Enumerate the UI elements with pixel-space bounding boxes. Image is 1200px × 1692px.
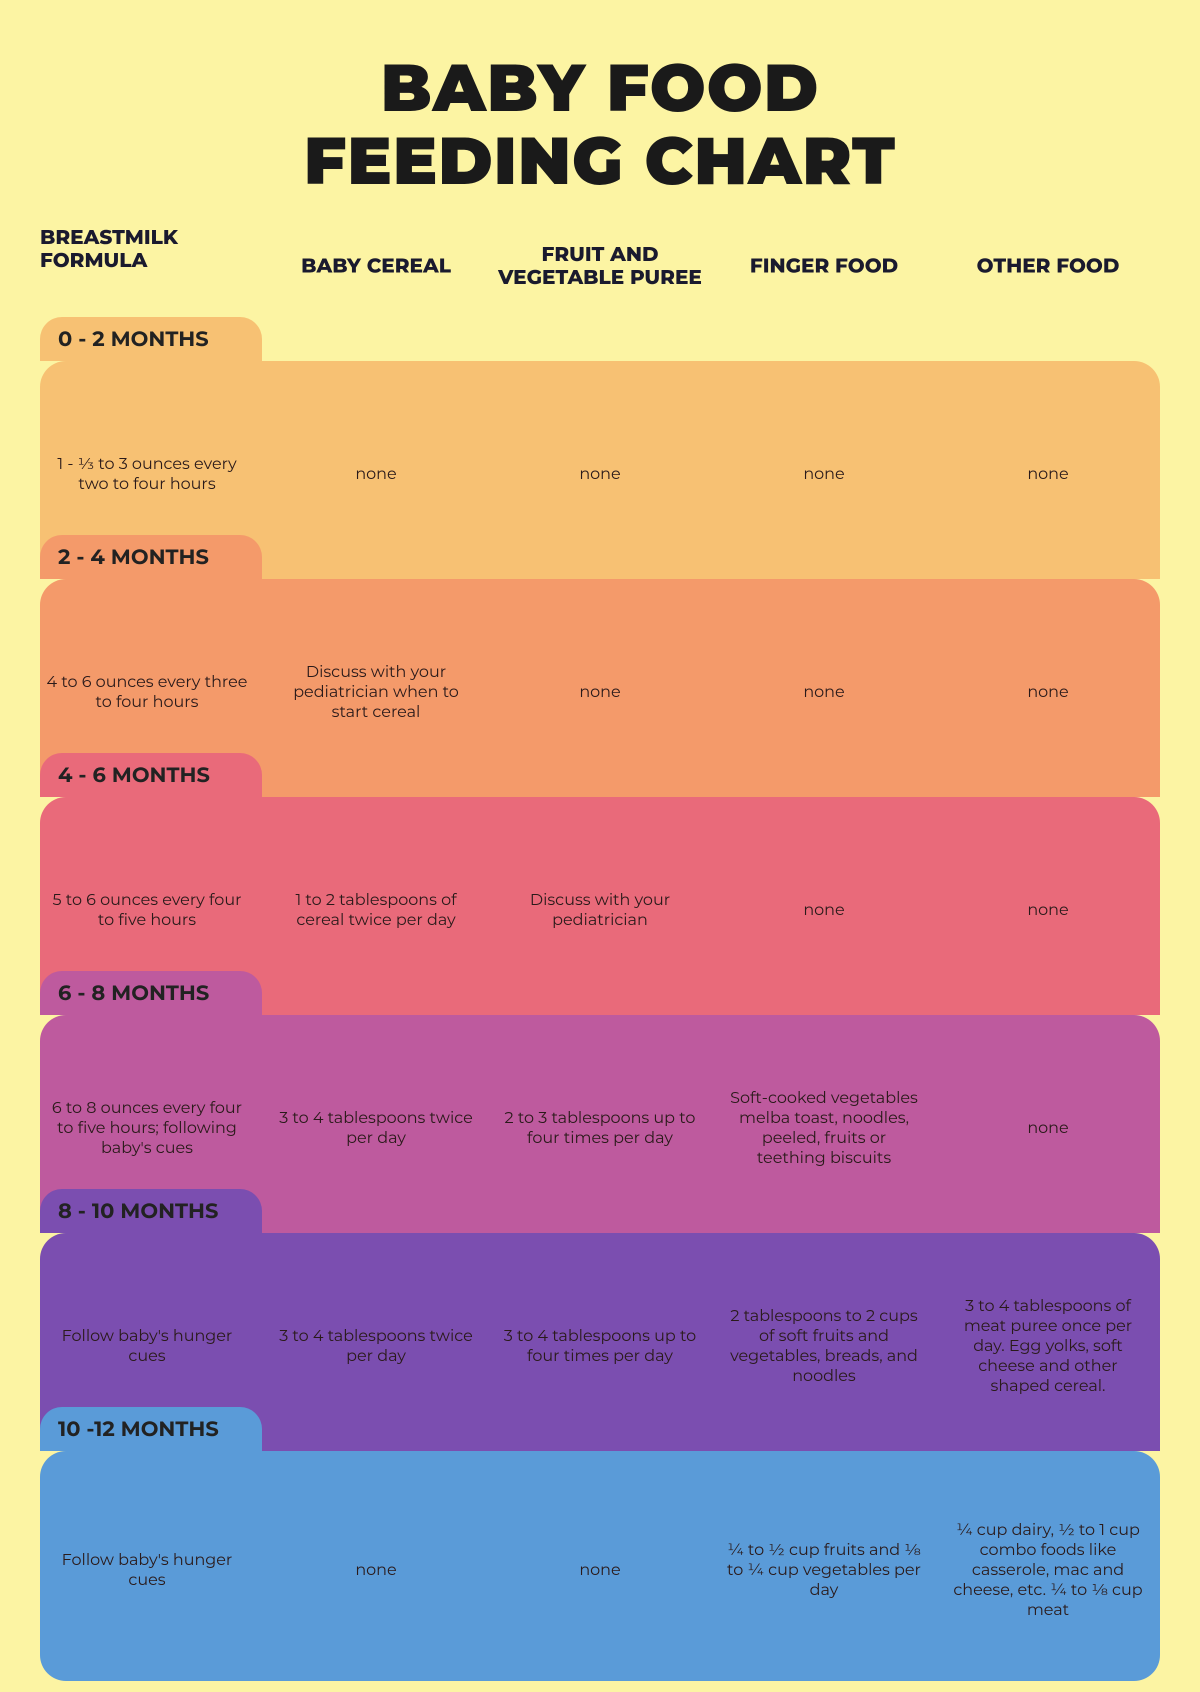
- cell: Follow baby's hunger cues: [40, 1551, 264, 1591]
- section-body: 10 -12 MONTHSFollow baby's hunger cuesno…: [40, 1451, 1160, 1681]
- title-line-2: FEEDING CHART: [304, 120, 896, 201]
- cell: none: [264, 1561, 488, 1581]
- cell: 2 tablespoons to 2 cups of soft fruits a…: [712, 1307, 936, 1387]
- cell: none: [936, 901, 1160, 921]
- age-tab: 0 - 2 MONTHS: [40, 317, 262, 361]
- cell: ¼ cup dairy, ½ to 1 cup combo foods like…: [936, 1521, 1160, 1621]
- section-row: Follow baby's hunger cuesnonenone¼ to ½ …: [40, 1451, 1160, 1681]
- age-tab: 2 - 4 MONTHS: [40, 535, 262, 579]
- column-header: FINGER FOOD: [712, 256, 936, 279]
- cell: ¼ to ½ cup fruits and ⅛ to ¼ cup vegetab…: [712, 1541, 936, 1601]
- cell: 3 to 4 tablespoons twice per day: [264, 1109, 488, 1149]
- column-header: OTHER FOOD: [936, 256, 1160, 279]
- cell: none: [936, 465, 1160, 485]
- cell: Soft-cooked vegetables melba toast, nood…: [712, 1089, 936, 1169]
- cell: none: [712, 465, 936, 485]
- cell: 1 to 2 tablespoons of cereal twice per d…: [264, 891, 488, 931]
- cell: 2 to 3 tablespoons up to four times per …: [488, 1109, 712, 1149]
- age-tab: 10 -12 MONTHS: [40, 1407, 262, 1451]
- age-tab: 8 - 10 MONTHS: [40, 1189, 262, 1233]
- cell: Discuss with your pediatrician: [488, 891, 712, 931]
- column-header: BREASTMILK FORMULA: [40, 227, 264, 273]
- page-title: BABY FOOD FEEDING CHART: [0, 0, 1200, 227]
- cell: none: [488, 683, 712, 703]
- cell: none: [712, 901, 936, 921]
- title-line-1: BABY FOOD: [381, 47, 820, 128]
- cell: 4 to 6 ounces every three to four hours: [40, 673, 264, 713]
- cell: Follow baby's hunger cues: [40, 1327, 264, 1367]
- column-header: FRUIT AND VEGETABLE PUREE: [488, 244, 712, 290]
- cell: none: [488, 1561, 712, 1581]
- cell: none: [488, 465, 712, 485]
- cell: 5 to 6 ounces every four to five hours: [40, 891, 264, 931]
- cell: 3 to 4 tablespoons up to four times per …: [488, 1327, 712, 1367]
- column-headers: BREASTMILK FORMULABABY CEREALFRUIT AND V…: [40, 227, 1160, 307]
- cell: none: [712, 683, 936, 703]
- column-header: BABY CEREAL: [264, 256, 488, 279]
- cell: none: [936, 1119, 1160, 1139]
- cell: 1 - ⅓ to 3 ounces every two to four hour…: [40, 455, 264, 495]
- chart-sections: 0 - 2 MONTHS1 - ⅓ to 3 ounces every two …: [40, 361, 1160, 1681]
- cell: Discuss with your pediatrician when to s…: [264, 663, 488, 723]
- cell: none: [264, 465, 488, 485]
- cell: 6 to 8 ounces every four to five hours; …: [40, 1099, 264, 1159]
- age-section: 10 -12 MONTHSFollow baby's hunger cuesno…: [40, 1451, 1160, 1681]
- feeding-chart: BREASTMILK FORMULABABY CEREALFRUIT AND V…: [40, 227, 1160, 1681]
- cell: none: [936, 683, 1160, 703]
- cell: 3 to 4 tablespoons of meat puree once pe…: [936, 1297, 1160, 1397]
- cell: 3 to 4 tablespoons twice per day: [264, 1327, 488, 1367]
- age-tab: 6 - 8 MONTHS: [40, 971, 262, 1015]
- age-tab: 4 - 6 MONTHS: [40, 753, 262, 797]
